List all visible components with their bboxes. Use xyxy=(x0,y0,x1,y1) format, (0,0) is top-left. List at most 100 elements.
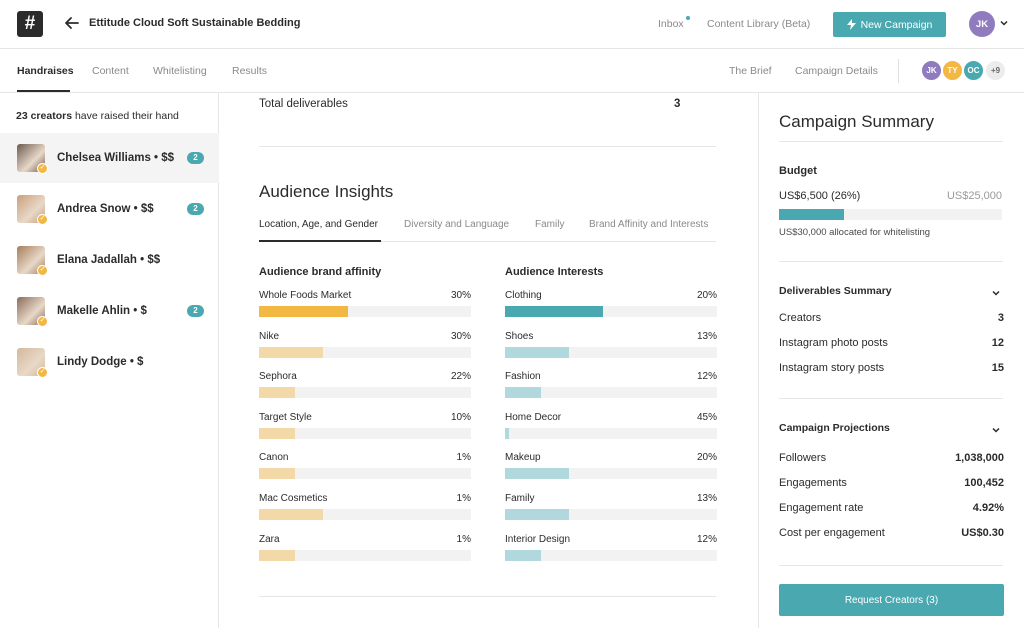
active-tab-indicator xyxy=(259,240,381,242)
summary-value: 1,038,000 xyxy=(955,452,1004,464)
bar-row: Target Style 10% xyxy=(259,412,471,442)
budget-total: US$25,000 xyxy=(946,190,1002,202)
divider xyxy=(779,141,1003,142)
team-avatar[interactable]: OC xyxy=(963,60,984,81)
bar-label: Nike xyxy=(259,330,280,342)
divider xyxy=(898,59,899,83)
app-logo[interactable]: # xyxy=(17,11,43,37)
bar-row: Whole Foods Market 30% xyxy=(259,290,471,320)
bar-label: Zara xyxy=(259,533,280,545)
audience-panel: Total deliverables 3 Audience Insights L… xyxy=(220,93,758,628)
creator-row[interactable]: ✓ Makelle Ahlin • $ 2 xyxy=(0,286,219,336)
divider xyxy=(259,596,716,597)
team-avatar[interactable]: TY xyxy=(942,60,963,81)
divider xyxy=(259,146,716,147)
divider xyxy=(779,565,1003,566)
deliverables-summary-title[interactable]: Deliverables Summary xyxy=(779,285,892,297)
bar-percent: 30% xyxy=(450,290,471,301)
team-more-count[interactable]: +9 xyxy=(985,60,1006,81)
creator-count: 23 creators xyxy=(16,110,73,122)
bar-track xyxy=(505,427,717,439)
bar-row: Interior Design 12% xyxy=(505,534,717,564)
verified-check-icon: ✓ xyxy=(37,214,48,225)
verified-check-icon: ✓ xyxy=(37,367,48,378)
bar-track xyxy=(505,346,717,358)
bar-track xyxy=(505,387,717,399)
bar-fill xyxy=(505,427,510,439)
campaign-details-link[interactable]: Campaign Details xyxy=(795,65,878,77)
user-avatar[interactable]: JK xyxy=(969,11,995,37)
bar-fill xyxy=(259,468,296,480)
tab-family[interactable]: Family xyxy=(535,219,565,230)
bar-track xyxy=(505,549,717,561)
back-arrow-icon[interactable] xyxy=(63,14,81,32)
summary-key: Engagements xyxy=(779,477,847,489)
total-deliverables-label: Total deliverables xyxy=(259,98,348,110)
new-campaign-button[interactable]: New Campaign xyxy=(833,12,946,37)
campaign-projections-title[interactable]: Campaign Projections xyxy=(779,422,890,434)
sub-navigation: Handraises Content Whitelisting Results … xyxy=(0,49,1024,93)
bar-percent: 22% xyxy=(450,371,471,383)
campaign-summary-title: Campaign Summary xyxy=(779,112,934,131)
bar-track xyxy=(259,468,471,480)
bar-track xyxy=(505,509,717,520)
chevron-down-icon[interactable] xyxy=(999,18,1009,28)
summary-value: 3 xyxy=(997,312,1004,324)
divider xyxy=(779,261,1003,262)
summary-key: Followers xyxy=(779,452,827,464)
creator-row[interactable]: ✓ Chelsea Williams • $$ 2 xyxy=(0,133,219,183)
creator-name: Makelle Ahlin • $ xyxy=(57,305,147,317)
budget-used: US$6,500 (26%) xyxy=(779,190,861,202)
tab-brand-affinity-interests[interactable]: Brand Affinity and Interests xyxy=(589,219,709,230)
message-count-badge: 2 xyxy=(187,152,204,164)
tab-diversity-language[interactable]: Diversity and Language xyxy=(404,219,510,230)
bar-fill xyxy=(505,549,542,561)
bar-label: Home Decor xyxy=(505,411,562,423)
the-brief-link[interactable]: The Brief xyxy=(729,65,772,77)
inbox-link[interactable]: Inbox xyxy=(658,18,684,30)
campaign-title: Ettitude Cloud Soft Sustainable Bedding xyxy=(89,17,301,29)
tab-location-age-gender[interactable]: Location, Age, and Gender xyxy=(259,219,378,230)
bar-row: Mac Cosmetics 1% xyxy=(259,493,471,523)
bar-label: Shoes xyxy=(505,330,534,342)
bar-fill xyxy=(259,306,349,317)
bar-percent: 20% xyxy=(696,290,717,301)
bar-percent: 10% xyxy=(450,411,471,423)
summary-key: Engagement rate xyxy=(779,502,864,514)
chevron-down-icon[interactable] xyxy=(991,288,1001,298)
bar-fill xyxy=(505,509,569,520)
summary-key: Cost per engagement xyxy=(779,527,885,539)
creator-row[interactable]: ✓ Lindy Dodge • $ xyxy=(0,337,219,387)
campaign-summary-panel: Campaign Summary Budget US$6,500 (26%) U… xyxy=(758,93,1024,628)
summary-value: 100,452 xyxy=(964,477,1004,489)
bar-row: Home Decor 45% xyxy=(505,412,717,442)
bar-row: Fashion 12% xyxy=(505,371,717,401)
request-creators-button[interactable]: Request Creators (3) xyxy=(779,584,1004,616)
team-avatar[interactable]: JK xyxy=(921,60,942,81)
creator-row[interactable]: ✓ Elana Jadallah • $$ xyxy=(0,235,219,285)
tab-results[interactable]: Results xyxy=(232,65,268,77)
content-library-link[interactable]: Content Library (Beta) xyxy=(707,18,811,30)
bar-row: Canon 1% xyxy=(259,452,471,482)
tab-handraises[interactable]: Handraises xyxy=(17,65,74,77)
bar-percent: 20% xyxy=(696,452,717,464)
inbox-unread-dot xyxy=(686,16,690,20)
bar-row: Nike 30% xyxy=(259,331,471,361)
tab-whitelisting[interactable]: Whitelisting xyxy=(153,65,207,77)
bar-row: Zara 1% xyxy=(259,534,471,564)
tab-content[interactable]: Content xyxy=(92,65,129,77)
creator-row[interactable]: ✓ Andrea Snow • $$ 2 xyxy=(0,184,219,234)
bar-fill xyxy=(259,346,323,358)
chevron-down-icon[interactable] xyxy=(991,425,1001,435)
total-deliverables-value: 3 xyxy=(674,98,681,110)
bar-row: Shoes 13% xyxy=(505,331,717,361)
bar-percent: 1% xyxy=(456,533,471,545)
active-tab-indicator xyxy=(17,90,70,92)
creator-name: Elana Jadallah • $$ xyxy=(57,254,161,266)
bar-fill xyxy=(259,509,323,520)
lightning-icon xyxy=(846,19,856,30)
bar-percent: 1% xyxy=(456,493,471,504)
summary-value: US$0.30 xyxy=(961,527,1004,539)
bar-percent: 1% xyxy=(456,452,471,464)
bar-track xyxy=(259,306,471,317)
